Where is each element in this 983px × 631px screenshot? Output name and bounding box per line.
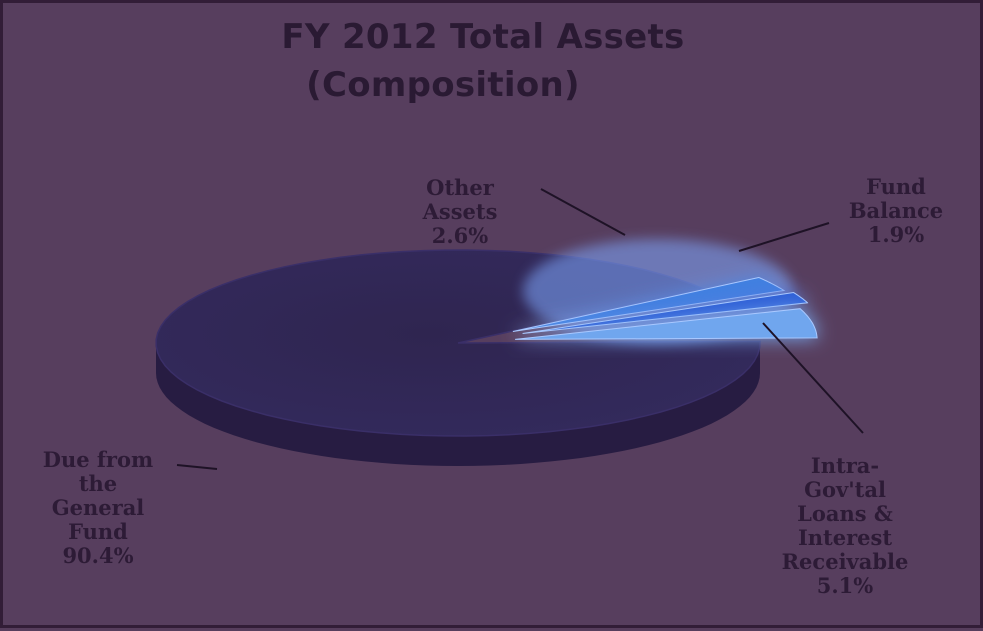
leader-due-from-general-fund bbox=[176, 464, 218, 470]
pie-slice-intra-govtal-loans bbox=[515, 308, 818, 340]
leader-other-assets bbox=[540, 188, 626, 236]
slice-label-other-assets: Other Assets 2.6% bbox=[422, 175, 498, 248]
slice-label-due-from-general-fund: Due from the General Fund 90.4% bbox=[43, 447, 153, 568]
pie-slice-side-due-from-general-fund bbox=[156, 343, 760, 466]
leader-intra-govtal-loans bbox=[762, 322, 864, 434]
pie-chart: Due from the General Fund 90.4% Other Assets 2.… bbox=[43, 174, 943, 598]
slice-label-fund-balance: Fund Balance 1.9% bbox=[849, 174, 943, 247]
pie-slice-other-assets bbox=[512, 276, 786, 332]
leader-fund-balance bbox=[738, 222, 830, 252]
chart-subtitle: (Composition) bbox=[306, 65, 580, 105]
pie-slice-fund-balance bbox=[522, 291, 809, 334]
slice-label-intra-govtal-loans: Intra-Gov'tal Loans & Interest Receivable 5.… bbox=[782, 453, 909, 598]
chart-title: FY 2012 Total Assets bbox=[281, 17, 685, 57]
